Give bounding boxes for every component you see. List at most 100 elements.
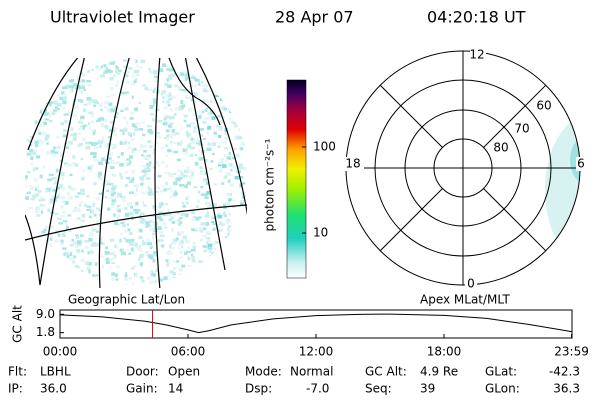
- speckle: [153, 251, 157, 255]
- speckle: [110, 70, 114, 73]
- speckle: [187, 246, 190, 250]
- speckle: [166, 211, 172, 216]
- speckle: [197, 199, 200, 204]
- speckle: [163, 188, 167, 192]
- speckle: [79, 126, 82, 130]
- speckle: [202, 137, 206, 141]
- speckle: [228, 151, 232, 156]
- speckle: [210, 203, 215, 208]
- altitude-curve: [59, 313, 572, 334]
- speckle: [73, 82, 77, 86]
- speckle: [211, 60, 216, 65]
- speckle: [169, 68, 174, 72]
- speckle: [131, 150, 134, 153]
- speckle: [59, 279, 64, 284]
- speckle: [60, 172, 65, 177]
- speckle: [250, 158, 253, 160]
- speckle: [109, 120, 114, 124]
- speckle: [212, 227, 216, 231]
- speckle: [229, 109, 233, 114]
- speckle: [51, 201, 54, 205]
- speckle: [139, 143, 143, 148]
- speckle: [126, 162, 131, 166]
- speckle: [70, 128, 73, 132]
- speckle: [56, 75, 61, 80]
- speckle: [198, 166, 201, 170]
- speckle: [199, 226, 204, 231]
- speckle: [50, 225, 54, 229]
- speckle: [112, 185, 117, 189]
- speckle: [118, 69, 122, 72]
- speckle: [228, 225, 231, 229]
- speckle: [115, 66, 119, 70]
- speckle: [245, 273, 247, 276]
- speckle: [160, 203, 164, 206]
- speckle: [45, 134, 50, 138]
- speckle: [144, 191, 148, 194]
- speckle: [101, 264, 104, 269]
- speckle: [53, 68, 58, 73]
- speckle: [169, 186, 173, 190]
- speckle: [25, 252, 30, 257]
- speckle: [29, 76, 33, 81]
- speckle: [197, 285, 201, 288]
- speckle: [80, 192, 85, 196]
- speckle: [124, 274, 128, 278]
- x-tick-label: 23:59: [554, 345, 589, 359]
- speckle: [147, 242, 152, 246]
- info-value: Open: [168, 365, 200, 379]
- speckle: [28, 206, 34, 210]
- speckle: [90, 169, 93, 173]
- speckle: [193, 185, 198, 189]
- speckle: [159, 234, 165, 238]
- speckle: [51, 73, 56, 76]
- speckle: [68, 71, 73, 75]
- speckle: [221, 280, 227, 283]
- speckle: [187, 256, 191, 261]
- speckle: [92, 274, 96, 277]
- speckle: [233, 123, 238, 128]
- speckle: [163, 137, 167, 140]
- speckle: [121, 224, 126, 228]
- x-tick-label: 06:00: [171, 345, 206, 359]
- speckle: [119, 172, 122, 177]
- speckle: [173, 141, 177, 145]
- speckle: [142, 144, 147, 148]
- speckle: [213, 183, 217, 186]
- speckle: [248, 97, 253, 101]
- speckle: [55, 195, 60, 199]
- info-value: 36.0: [40, 382, 67, 396]
- speckle: [190, 248, 196, 252]
- speckle: [143, 154, 149, 159]
- speckle: [250, 211, 252, 214]
- speckle: [172, 271, 177, 276]
- speckle: [26, 69, 31, 73]
- speckle: [199, 157, 204, 161]
- speckle: [219, 221, 222, 226]
- speckle: [62, 220, 68, 223]
- speckle: [207, 247, 212, 250]
- speckle: [127, 67, 133, 70]
- speckle: [184, 251, 188, 256]
- speckle: [182, 204, 186, 208]
- speckle: [65, 286, 68, 290]
- speckle: [39, 118, 43, 123]
- speckle: [88, 122, 91, 126]
- speckle: [119, 248, 123, 252]
- speckle: [27, 273, 33, 276]
- speckle: [224, 131, 227, 136]
- speckle: [167, 209, 170, 212]
- speckle: [34, 106, 40, 111]
- speckle: [51, 111, 55, 116]
- speckle: [139, 217, 143, 220]
- speckle: [113, 213, 116, 217]
- speckle: [223, 147, 229, 150]
- speckle: [233, 101, 238, 104]
- speckle: [26, 250, 30, 254]
- speckle: [202, 120, 207, 124]
- speckle: [111, 182, 114, 187]
- speckle: [48, 64, 54, 68]
- speckle: [249, 205, 252, 208]
- speckle: [175, 237, 179, 241]
- speckle: [143, 166, 148, 170]
